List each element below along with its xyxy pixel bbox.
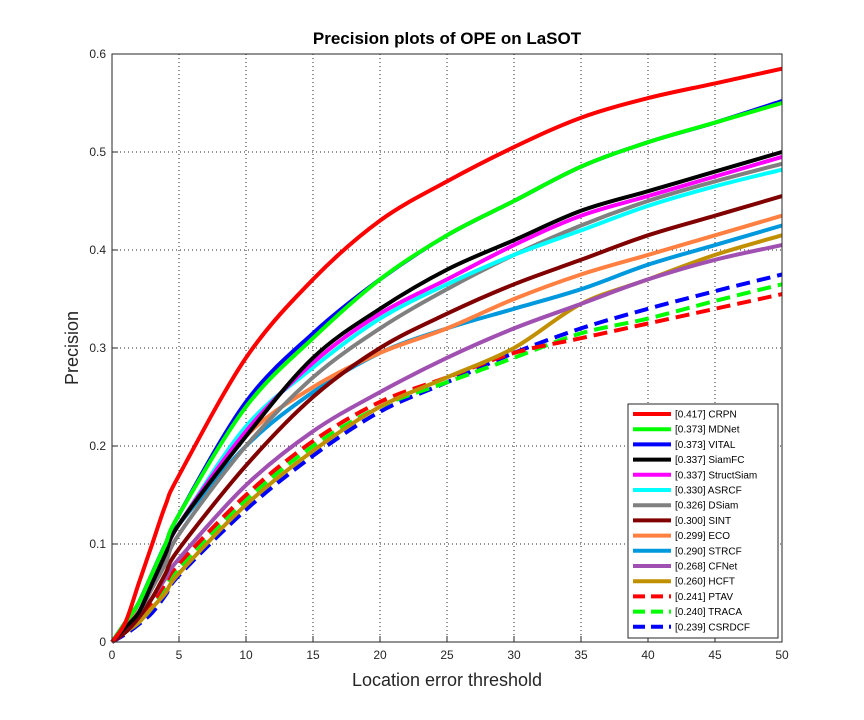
x-tick-label: 50 <box>775 648 789 662</box>
axis-ticks: 0 5 10 15 20 25 30 35 40 45 50 0 0.1 0.2 0.3 0.4 0.5 0.6 <box>89 47 789 662</box>
legend-label: [0.330] ASRCF <box>675 486 742 497</box>
x-tick-label: 15 <box>306 648 320 662</box>
x-tick-label: 10 <box>239 648 253 662</box>
x-tick-label: 20 <box>373 648 387 662</box>
legend-label: [0.417] CRPN <box>675 410 737 421</box>
y-tick-label: 0 <box>99 635 106 649</box>
y-tick-label: 0.6 <box>89 47 106 61</box>
legend-label: [0.290] STRCF <box>675 546 742 557</box>
series-line-siamfc <box>110 150 783 644</box>
legend-label: [0.240] TRACA <box>675 607 742 618</box>
y-tick-label: 0.4 <box>89 243 106 257</box>
x-axis-label: Location error threshold <box>352 670 542 690</box>
y-tick-label: 0.1 <box>89 537 106 551</box>
legend-label: [0.260] HCFT <box>675 577 735 588</box>
legend-label: [0.268] CFNet <box>675 562 737 573</box>
series-line-csrdcf <box>110 272 783 644</box>
chart-title: Precision plots of OPE on LaSOT <box>313 29 582 48</box>
series-line-mdnet <box>110 101 783 644</box>
series-line-crpn <box>110 66 783 644</box>
series-group <box>110 66 783 644</box>
legend-label: [0.373] VITAL <box>675 440 736 451</box>
y-tick-label: 0.5 <box>89 145 106 159</box>
x-tick-label: 40 <box>641 648 655 662</box>
legend-label: [0.239] CSRDCF <box>675 622 750 633</box>
x-tick-label: 5 <box>176 648 183 662</box>
legend-label: [0.337] StructSiam <box>675 470 757 481</box>
legend-label: [0.337] SiamFC <box>675 455 744 466</box>
y-tick-label: 0.2 <box>89 439 106 453</box>
legend-label: [0.299] ECO <box>675 531 730 542</box>
legend-label: [0.326] DSiam <box>675 501 738 512</box>
legend-label: [0.241] PTAV <box>675 592 733 603</box>
y-axis-label: Precision <box>62 311 82 385</box>
y-tick-label: 0.3 <box>89 341 106 355</box>
legend-label: [0.300] SINT <box>675 516 731 527</box>
x-tick-label: 0 <box>109 648 116 662</box>
x-tick-label: 30 <box>507 648 521 662</box>
legend-label: [0.373] MDNet <box>675 425 740 436</box>
x-tick-label: 35 <box>574 648 588 662</box>
x-tick-label: 45 <box>708 648 722 662</box>
series-line-sint <box>110 194 783 644</box>
x-tick-label: 25 <box>440 648 454 662</box>
legend: [0.417] CRPN [0.373] MDNet [0.373] VITAL [0… <box>627 403 779 639</box>
